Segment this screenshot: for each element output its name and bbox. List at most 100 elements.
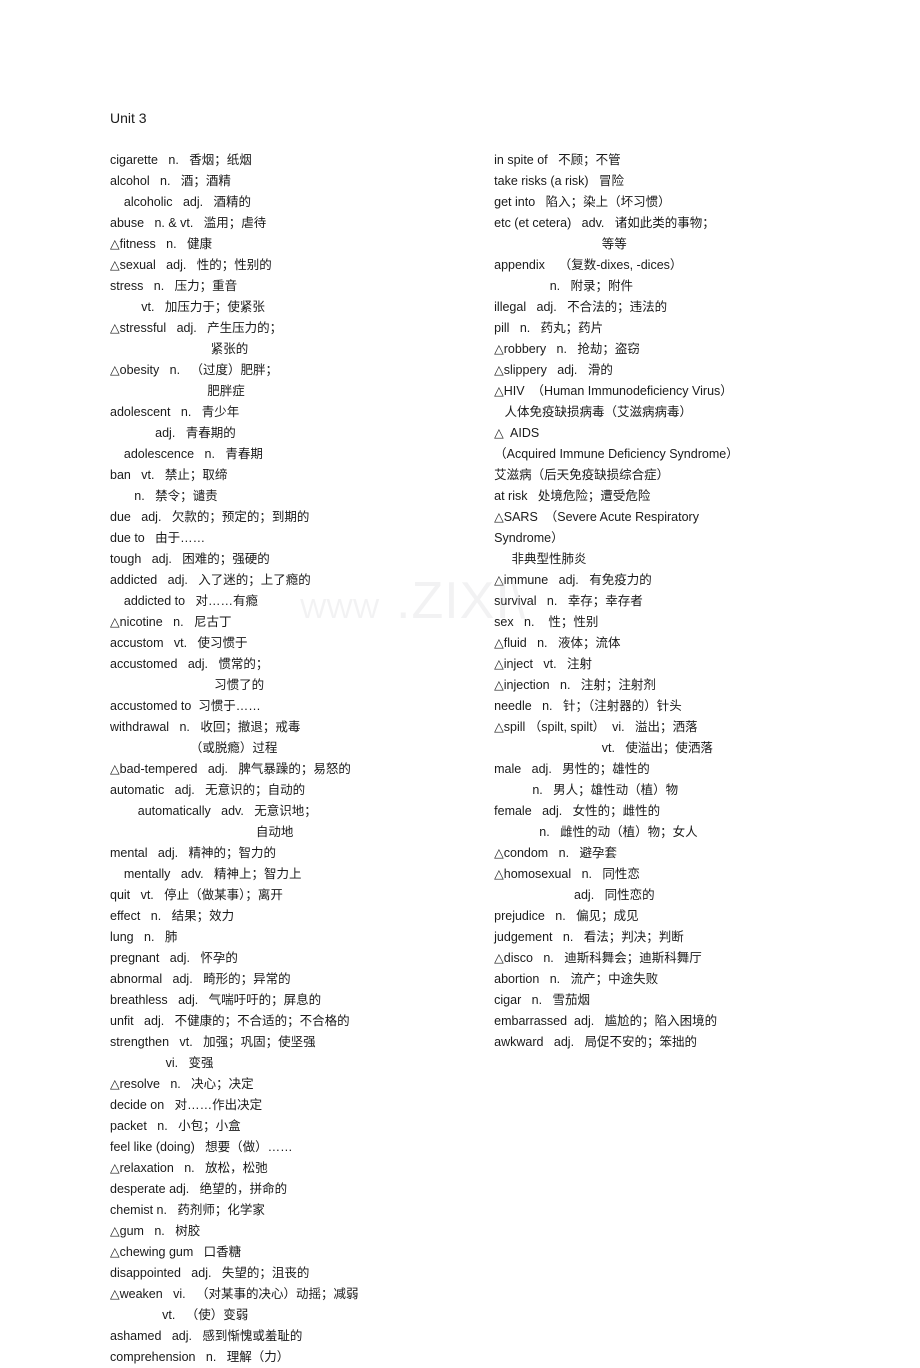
vocab-line: pregnant adj. 怀孕的 — [110, 948, 464, 969]
vocab-line: etc (et cetera) adv. 诸如此类的事物； — [494, 213, 810, 234]
vocab-line: △homosexual n. 同性恋 — [494, 864, 810, 885]
vocab-line: appendix （复数-dixes, -dices） — [494, 255, 810, 276]
vocab-line: △spill （spilt, spilt） vi. 溢出；洒落 — [494, 717, 810, 738]
vocab-line: strengthen vt. 加强；巩固；使坚强 — [110, 1032, 464, 1053]
vocab-line: 等等 — [494, 234, 810, 255]
vocab-line: 紧张的 — [110, 339, 464, 360]
vocab-line: △ AIDS — [494, 423, 810, 444]
vocab-line: △sexual adj. 性的；性别的 — [110, 255, 464, 276]
vocab-line: 人体免疫缺损病毒（艾滋病病毒） — [494, 402, 810, 423]
vocab-line: female adj. 女性的；雌性的 — [494, 801, 810, 822]
vocab-line: （或脱瘾）过程 — [110, 738, 464, 759]
vocab-line: judgement n. 看法；判决；判断 — [494, 927, 810, 948]
vocab-line: chemist n. 药剂师；化学家 — [110, 1200, 464, 1221]
vocab-line: illegal adj. 不合法的；违法的 — [494, 297, 810, 318]
vocab-line: awkward adj. 局促不安的；笨拙的 — [494, 1032, 810, 1053]
vocab-line: due to 由于…… — [110, 528, 464, 549]
vocab-line: △nicotine n. 尼古丁 — [110, 612, 464, 633]
vocab-line: 非典型性肺炎 — [494, 549, 810, 570]
vocab-line: withdrawal n. 收回；撤退；戒毒 — [110, 717, 464, 738]
vocab-line: △relaxation n. 放松，松弛 — [110, 1158, 464, 1179]
vocab-line: effect n. 结果；效力 — [110, 906, 464, 927]
vocab-line: vt. 使溢出；使洒落 — [494, 738, 810, 759]
vocab-line: automatic adj. 无意识的；自动的 — [110, 780, 464, 801]
vocab-line: △condom n. 避孕套 — [494, 843, 810, 864]
vocab-line: addicted adj. 入了迷的；上了瘾的 — [110, 570, 464, 591]
vocab-line: survival n. 幸存；幸存者 — [494, 591, 810, 612]
vocab-line: addicted to 对……有瘾 — [110, 591, 464, 612]
column-right: in spite of 不顾；不管take risks (a risk) 冒险g… — [494, 150, 810, 1368]
vocab-line: alcoholic adj. 酒精的 — [110, 192, 464, 213]
vocab-line: △obesity n. （过度）肥胖； — [110, 360, 464, 381]
vocab-line: lung n. 肺 — [110, 927, 464, 948]
vocab-line: △inject vt. 注射 — [494, 654, 810, 675]
vocab-line: get into 陷入；染上（坏习惯） — [494, 192, 810, 213]
vocab-line: comprehension n. 理解（力） — [110, 1347, 464, 1368]
vocab-line: vt. 加压力于；使紧张 — [110, 297, 464, 318]
vocab-line: abuse n. & vt. 滥用；虐待 — [110, 213, 464, 234]
vocab-line: n. 男人；雄性动（植）物 — [494, 780, 810, 801]
vocab-line: desperate adj. 绝望的，拼命的 — [110, 1179, 464, 1200]
vocab-line: at risk 处境危险；遭受危险 — [494, 486, 810, 507]
vocab-line: automatically adv. 无意识地； — [110, 801, 464, 822]
vocab-line: mental adj. 精神的；智力的 — [110, 843, 464, 864]
columns-wrap: cigarette n. 香烟；纸烟alcohol n. 酒；酒精 alcoho… — [110, 150, 810, 1368]
vocab-line: △SARS （Severe Acute Respiratory — [494, 507, 810, 528]
vocab-line: ashamed adj. 感到惭愧或羞耻的 — [110, 1326, 464, 1347]
vocab-line: feel like (doing) 想要（做）…… — [110, 1137, 464, 1158]
vocab-line: △disco n. 迪斯科舞会；迪斯科舞厅 — [494, 948, 810, 969]
vocab-line: cigarette n. 香烟；纸烟 — [110, 150, 464, 171]
vocab-line: 肥胖症 — [110, 381, 464, 402]
vocab-line: △bad-tempered adj. 脾气暴躁的；易怒的 — [110, 759, 464, 780]
vocab-line: 自动地 — [110, 822, 464, 843]
vocab-line: prejudice n. 偏见；成见 — [494, 906, 810, 927]
vocab-line: embarrassed adj. 尴尬的；陷入困境的 — [494, 1011, 810, 1032]
vocab-line: tough adj. 困难的；强硬的 — [110, 549, 464, 570]
vocab-line: 习惯了的 — [110, 675, 464, 696]
vocab-line: abortion n. 流产；中途失败 — [494, 969, 810, 990]
vocab-line: unfit adj. 不健康的；不合适的；不合格的 — [110, 1011, 464, 1032]
vocab-line: ban vt. 禁止；取缔 — [110, 465, 464, 486]
vocab-line: pill n. 药丸；药片 — [494, 318, 810, 339]
vocab-line: △fitness n. 健康 — [110, 234, 464, 255]
vocab-line: △injection n. 注射；注射剂 — [494, 675, 810, 696]
vocab-line: （Acquired Immune Deficiency Syndrome） — [494, 444, 810, 465]
vocab-line: breathless adj. 气喘吁吁的；屏息的 — [110, 990, 464, 1011]
vocab-line: quit vt. 停止（做某事）；离开 — [110, 885, 464, 906]
vocab-line: adolescence n. 青春期 — [110, 444, 464, 465]
vocab-line: accustomed adj. 惯常的； — [110, 654, 464, 675]
vocab-line: vt. （使）变弱 — [110, 1305, 464, 1326]
vocab-line: accustomed to 习惯于…… — [110, 696, 464, 717]
vocab-line: △resolve n. 决心；决定 — [110, 1074, 464, 1095]
vocab-line: △slippery adj. 滑的 — [494, 360, 810, 381]
vocab-line: mentally adv. 精神上；智力上 — [110, 864, 464, 885]
vocab-line: △chewing gum 口香糖 — [110, 1242, 464, 1263]
vocab-line: Syndrome） — [494, 528, 810, 549]
vocab-line: needle n. 针；（注射器的）针头 — [494, 696, 810, 717]
vocab-line: stress n. 压力；重音 — [110, 276, 464, 297]
vocab-line: sex n. 性；性别 — [494, 612, 810, 633]
vocab-line: accustom vt. 使习惯于 — [110, 633, 464, 654]
vocab-line: 艾滋病（后天免疫缺损综合症） — [494, 465, 810, 486]
vocab-line: in spite of 不顾；不管 — [494, 150, 810, 171]
vocab-line: n. 附录；附件 — [494, 276, 810, 297]
vocab-line: △stressful adj. 产生压力的； — [110, 318, 464, 339]
vocab-line: △HIV （Human Immunodeficiency Virus） — [494, 381, 810, 402]
vocab-line: adj. 青春期的 — [110, 423, 464, 444]
vocab-line: adolescent n. 青少年 — [110, 402, 464, 423]
vocab-line: disappointed adj. 失望的；沮丧的 — [110, 1263, 464, 1284]
column-left: cigarette n. 香烟；纸烟alcohol n. 酒；酒精 alcoho… — [110, 150, 464, 1368]
vocab-line: △fluid n. 液体；流体 — [494, 633, 810, 654]
vocab-line: alcohol n. 酒；酒精 — [110, 171, 464, 192]
vocab-line: n. 禁令；谴责 — [110, 486, 464, 507]
vocab-line: due adj. 欠款的；预定的；到期的 — [110, 507, 464, 528]
vocab-line: male adj. 男性的；雄性的 — [494, 759, 810, 780]
vocab-line: cigar n. 雪茄烟 — [494, 990, 810, 1011]
vocab-line: packet n. 小包；小盒 — [110, 1116, 464, 1137]
vocab-line: n. 雌性的动（植）物；女人 — [494, 822, 810, 843]
vocab-line: adj. 同性恋的 — [494, 885, 810, 906]
vocab-line: decide on 对……作出决定 — [110, 1095, 464, 1116]
vocab-line: abnormal adj. 畸形的；异常的 — [110, 969, 464, 990]
vocab-line: take risks (a risk) 冒险 — [494, 171, 810, 192]
vocab-line: △immune adj. 有免疫力的 — [494, 570, 810, 591]
